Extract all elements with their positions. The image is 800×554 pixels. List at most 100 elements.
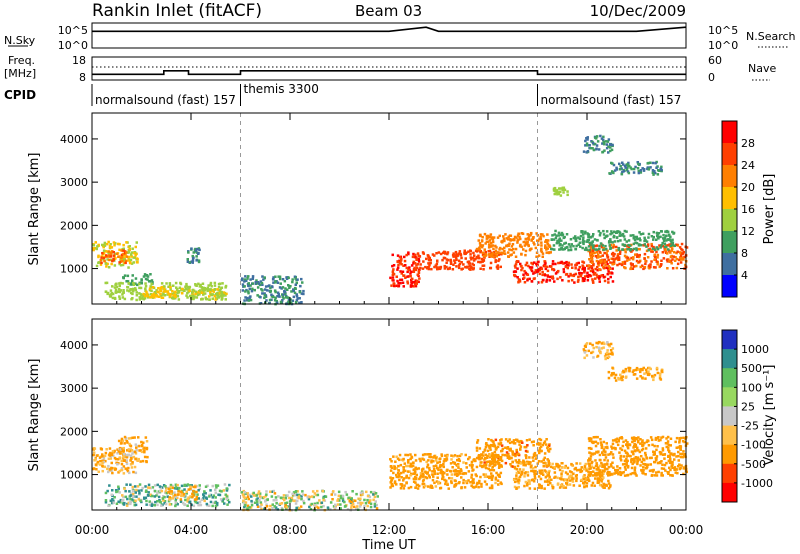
scatter-cell bbox=[417, 254, 420, 257]
scatter-cell bbox=[114, 252, 117, 255]
scatter-cell bbox=[165, 282, 168, 285]
scatter-cell bbox=[679, 254, 683, 257]
colorbar-tick-label: 12 bbox=[741, 225, 755, 238]
scatter-cell bbox=[646, 463, 650, 466]
scatter-cell bbox=[640, 367, 643, 371]
scatter-cell bbox=[471, 464, 474, 467]
power-ylabel: Slant Range [km] bbox=[27, 153, 42, 266]
colorbar-segment bbox=[722, 387, 737, 407]
scatter-cell bbox=[134, 245, 137, 249]
scatter-cell bbox=[598, 464, 602, 468]
scatter-cell bbox=[633, 438, 636, 441]
scatter-cell bbox=[246, 507, 249, 510]
scatter-cell bbox=[609, 146, 612, 149]
scatter-cell bbox=[424, 484, 427, 488]
scatter-cell bbox=[500, 444, 504, 447]
scatter-cell bbox=[611, 232, 614, 235]
scatter-cell bbox=[435, 464, 438, 467]
scatter-cell bbox=[167, 491, 170, 494]
scatter-cell bbox=[515, 474, 518, 477]
scatter-cell bbox=[399, 281, 402, 285]
scatter-cell bbox=[481, 244, 485, 247]
scatter-cell bbox=[144, 277, 148, 281]
scatter-cell bbox=[109, 255, 112, 258]
scatter-cell bbox=[123, 501, 126, 505]
scatter-cell bbox=[164, 485, 167, 488]
scatter-cell bbox=[616, 443, 620, 447]
scatter-cell bbox=[483, 448, 487, 451]
scatter-cell bbox=[592, 148, 596, 152]
scatter-cell bbox=[655, 166, 658, 169]
scatter-cell bbox=[281, 286, 285, 289]
scatter-cell bbox=[418, 268, 421, 271]
scatter-cell bbox=[118, 297, 122, 300]
scatter-cell bbox=[666, 471, 669, 474]
scatter-cell bbox=[540, 247, 543, 251]
scatter-cell bbox=[298, 507, 301, 510]
scatter-cell bbox=[125, 483, 128, 486]
scatter-cell bbox=[496, 236, 500, 239]
scatter-cell bbox=[662, 233, 665, 237]
scatter-cell bbox=[118, 469, 121, 473]
scatter-cell bbox=[294, 502, 298, 505]
scatter-cell bbox=[131, 485, 134, 489]
scatter-cell bbox=[596, 481, 599, 484]
scatter-cell bbox=[130, 492, 133, 495]
scatter-cell bbox=[490, 241, 493, 245]
scatter-cell bbox=[600, 274, 603, 277]
scatter-cell bbox=[514, 454, 517, 458]
scatter-cell bbox=[121, 259, 124, 263]
scatter-cell bbox=[209, 281, 213, 285]
scatter-cell bbox=[566, 266, 569, 270]
scatter-cell bbox=[605, 247, 608, 251]
scatter-cell bbox=[585, 342, 589, 345]
scatter-cell bbox=[446, 468, 449, 472]
scatter-cell bbox=[99, 263, 103, 266]
scatter-cell bbox=[600, 259, 603, 262]
scatter-cell bbox=[107, 504, 110, 507]
scatter-cell bbox=[594, 473, 597, 477]
scatter-cell bbox=[201, 297, 204, 301]
scatter-cell bbox=[553, 233, 556, 236]
scatter-cell bbox=[517, 232, 520, 235]
scatter-cell bbox=[577, 268, 580, 271]
scatter-cell bbox=[621, 444, 625, 448]
scatter-cell bbox=[628, 369, 631, 372]
scatter-cell bbox=[174, 483, 178, 486]
scatter-cell bbox=[429, 453, 432, 456]
scatter-cell bbox=[418, 477, 421, 481]
scatter-cell bbox=[620, 172, 624, 176]
scatter-cell bbox=[634, 437, 638, 440]
scatter-cell bbox=[339, 507, 342, 510]
scatter-cell bbox=[524, 449, 528, 453]
scatter-cell bbox=[198, 248, 201, 252]
scatter-cell bbox=[337, 494, 341, 498]
scatter-cell bbox=[304, 493, 307, 497]
scatter-cell bbox=[586, 144, 589, 147]
scatter-cell bbox=[613, 240, 617, 243]
scatter-cell bbox=[184, 287, 188, 291]
scatter-cell bbox=[652, 468, 655, 472]
scatter-cell bbox=[536, 255, 539, 258]
scatter-cell bbox=[131, 461, 134, 464]
scatter-cell bbox=[418, 277, 421, 280]
scatter-cell bbox=[211, 484, 214, 488]
scatter-cell bbox=[197, 503, 200, 507]
scatter-cell bbox=[611, 257, 615, 261]
scatter-cell bbox=[118, 284, 121, 288]
scatter-cell bbox=[118, 261, 121, 264]
scatter-cell bbox=[123, 261, 126, 265]
scatter-cell bbox=[469, 253, 472, 256]
scatter-cell bbox=[260, 507, 263, 511]
scatter-cell bbox=[457, 264, 461, 267]
scatter-cell bbox=[97, 255, 100, 259]
scatter-cell bbox=[620, 234, 623, 237]
scatter-cell bbox=[395, 455, 398, 458]
scatter-cell bbox=[471, 480, 474, 483]
scatter-cell bbox=[518, 475, 522, 479]
scatter-cell bbox=[226, 503, 229, 506]
scatter-cell bbox=[400, 476, 403, 479]
scatter-cell bbox=[111, 292, 115, 296]
scatter-cell bbox=[491, 465, 494, 469]
scatter-cell bbox=[133, 503, 136, 507]
